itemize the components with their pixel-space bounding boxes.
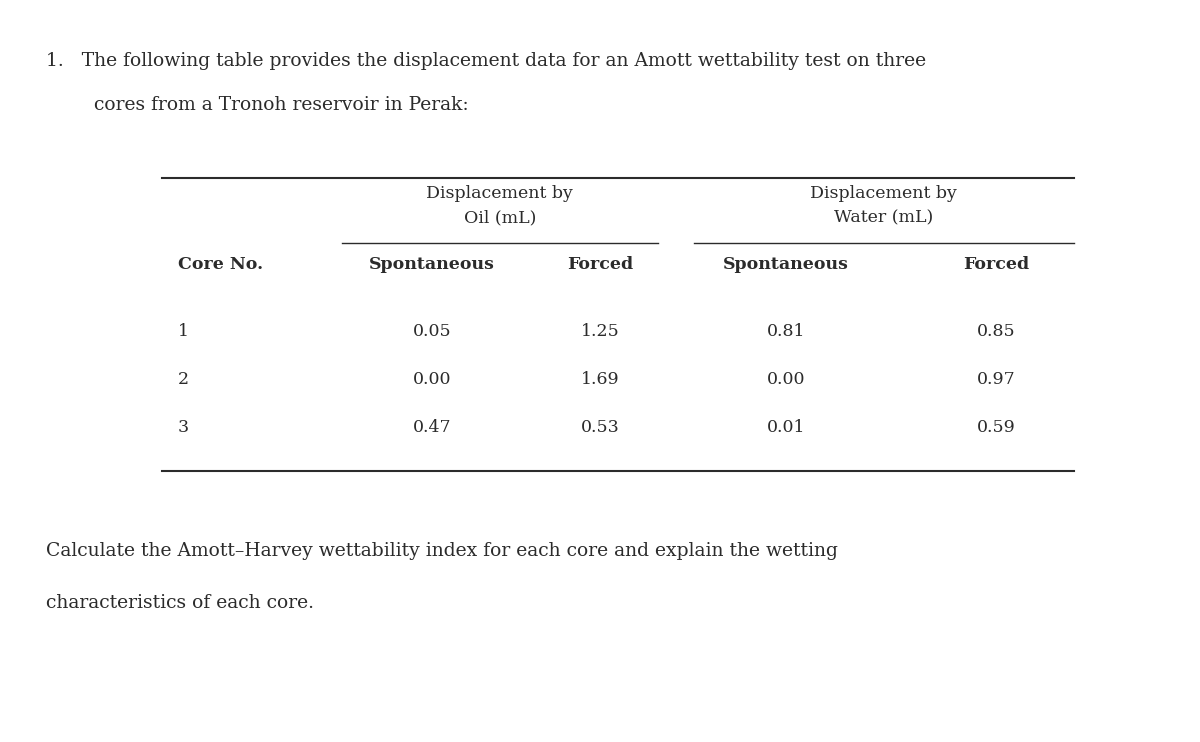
- Text: 1: 1: [178, 323, 188, 340]
- Text: characteristics of each core.: characteristics of each core.: [46, 594, 313, 611]
- Text: 0.01: 0.01: [767, 419, 805, 436]
- Text: 0.00: 0.00: [413, 371, 451, 388]
- Text: 0.59: 0.59: [977, 419, 1015, 436]
- Text: 1.25: 1.25: [581, 323, 619, 340]
- Text: Forced: Forced: [566, 256, 634, 273]
- Text: 1.69: 1.69: [581, 371, 619, 388]
- Text: 0.85: 0.85: [977, 323, 1015, 340]
- Text: 1.   The following table provides the displacement data for an Amott wettability: 1. The following table provides the disp…: [46, 52, 925, 70]
- Text: Displacement by
Water (mL): Displacement by Water (mL): [810, 186, 958, 226]
- Text: 0.05: 0.05: [413, 323, 451, 340]
- Text: cores from a Tronoh reservoir in Perak:: cores from a Tronoh reservoir in Perak:: [94, 96, 468, 114]
- Text: 0.97: 0.97: [977, 371, 1015, 388]
- Text: 2: 2: [178, 371, 188, 388]
- Text: 0.81: 0.81: [767, 323, 805, 340]
- Text: Forced: Forced: [962, 256, 1030, 273]
- Text: 0.47: 0.47: [413, 419, 451, 436]
- Text: Spontaneous: Spontaneous: [370, 256, 494, 273]
- Text: Displacement by
Oil (mL): Displacement by Oil (mL): [426, 186, 574, 226]
- Text: 0.00: 0.00: [767, 371, 805, 388]
- Text: Spontaneous: Spontaneous: [724, 256, 848, 273]
- Text: Calculate the Amott–Harvey wettability index for each core and explain the wetti: Calculate the Amott–Harvey wettability i…: [46, 542, 838, 559]
- Text: 3: 3: [178, 419, 188, 436]
- Text: 0.53: 0.53: [581, 419, 619, 436]
- Text: Core No.: Core No.: [178, 256, 263, 273]
